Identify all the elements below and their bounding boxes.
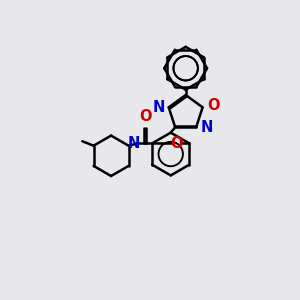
- Text: N: N: [127, 136, 140, 151]
- Text: N: N: [200, 120, 213, 135]
- Text: O: O: [207, 98, 220, 113]
- Text: N: N: [152, 100, 164, 115]
- Text: O: O: [170, 136, 183, 151]
- Text: O: O: [140, 109, 152, 124]
